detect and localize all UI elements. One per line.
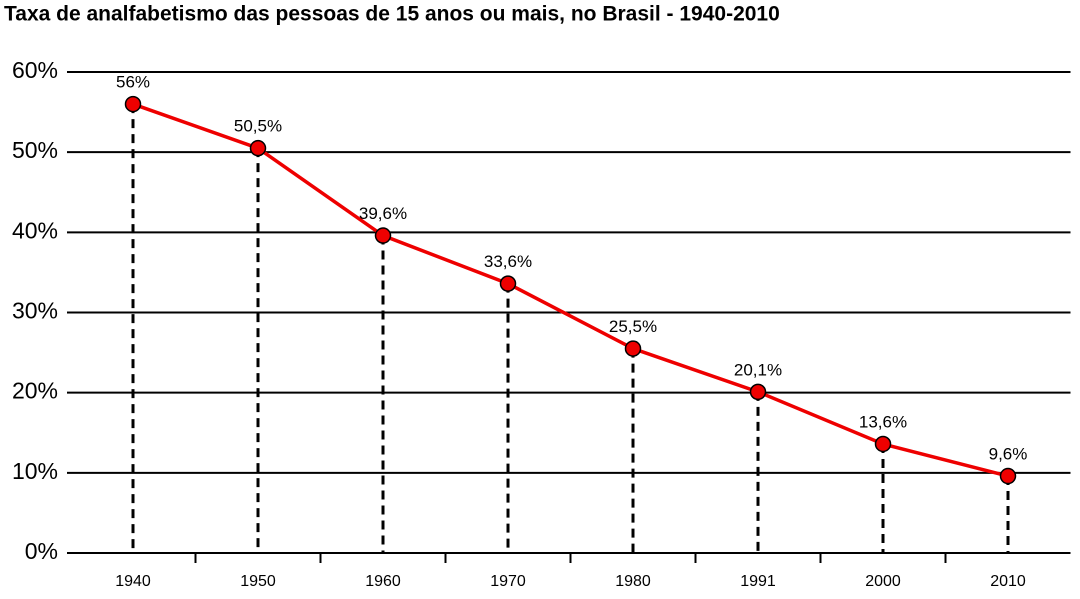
x-tick-label: 1980 — [615, 573, 651, 590]
x-tick-label: 1970 — [490, 573, 526, 590]
x-tick-label: 1960 — [365, 573, 401, 590]
point — [999, 467, 1017, 485]
data-label: 56% — [116, 73, 150, 92]
data-label: 25,5% — [609, 317, 657, 336]
y-tick-label: 20% — [12, 378, 58, 404]
point — [374, 227, 392, 244]
data-label: 9,6% — [989, 445, 1028, 464]
data-label: 20,1% — [734, 360, 782, 379]
point — [499, 275, 517, 292]
y-tick-label: 50% — [12, 137, 58, 163]
y-tick-label: 30% — [12, 298, 58, 324]
y-tick-label: 0% — [25, 538, 58, 564]
point — [749, 383, 767, 401]
data-label: 33,6% — [484, 252, 532, 271]
x-tick-label: 2000 — [865, 573, 901, 590]
y-tick-label: 10% — [12, 458, 58, 484]
point — [874, 435, 892, 453]
y-tick-label: 60% — [12, 57, 58, 83]
x-tick-label: 1991 — [740, 573, 776, 590]
x-tick-label: 1950 — [240, 573, 276, 590]
x-tick-label: 1940 — [115, 573, 151, 590]
data-label: 13,6% — [859, 412, 907, 431]
x-tick-label: 2010 — [990, 573, 1026, 590]
data-label: 39,6% — [359, 204, 407, 223]
point — [124, 95, 142, 113]
point — [624, 340, 642, 357]
chart-title: Taxa de analfabetismo das pessoas de 15 … — [4, 3, 780, 26]
y-tick-label: 40% — [12, 217, 58, 243]
point — [249, 139, 267, 157]
series-line — [132, 102, 1009, 478]
data-label: 50,5% — [234, 117, 282, 136]
